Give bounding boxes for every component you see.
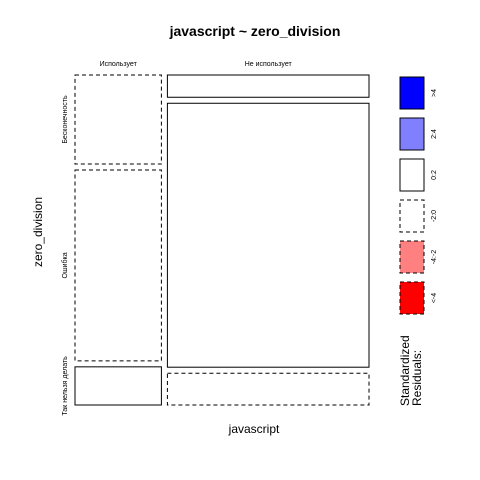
legend-label: -4:-2 (431, 250, 438, 265)
mosaic-cell (166, 102, 370, 368)
legend-title-line-1: Standardized (398, 335, 412, 406)
y-tick-labels: Бесконечность Ошибка Так нельзя делать (61, 95, 69, 416)
legend-swatch (399, 76, 425, 110)
x-tick-labels: Использует Не использует (100, 61, 293, 68)
mosaic-cell (166, 372, 370, 406)
mosaic-cell (74, 169, 162, 362)
legend-swatch (399, 158, 425, 192)
legend-label: -2:0 (431, 210, 438, 222)
mosaic-cell (74, 366, 162, 406)
legend-title-line-2: Residuals: (410, 350, 424, 406)
mosaic-cell (74, 74, 162, 165)
y-axis-label: zero_division (31, 197, 45, 267)
x-tick-label: Использует (100, 61, 138, 68)
y-tick-label: Бесконечность (62, 95, 69, 144)
mosaic-cells (74, 74, 370, 406)
legend-swatch (399, 240, 425, 274)
legend-label: 2:4 (431, 129, 438, 139)
legend-swatch (399, 199, 425, 233)
mosaic-cell (166, 74, 370, 98)
legend-title: Standardized Residuals: (398, 332, 424, 406)
x-axis-label: javascript (228, 422, 280, 436)
x-tick-label: Не использует (245, 61, 293, 68)
y-tick-label: Ошибка (61, 252, 69, 278)
legend-swatch (399, 117, 425, 151)
chart-title: javascript ~ zero_division (169, 23, 341, 39)
y-tick-label: Так нельзя делать (62, 356, 69, 416)
legend-label: <-4 (431, 293, 438, 303)
legend: Standardized Residuals: >4 2:4 0:2 -2:0 -4:-… (398, 76, 438, 406)
legend-label: 0:2 (431, 170, 438, 180)
legend-swatch (399, 281, 425, 315)
legend-label: >4 (431, 89, 438, 97)
